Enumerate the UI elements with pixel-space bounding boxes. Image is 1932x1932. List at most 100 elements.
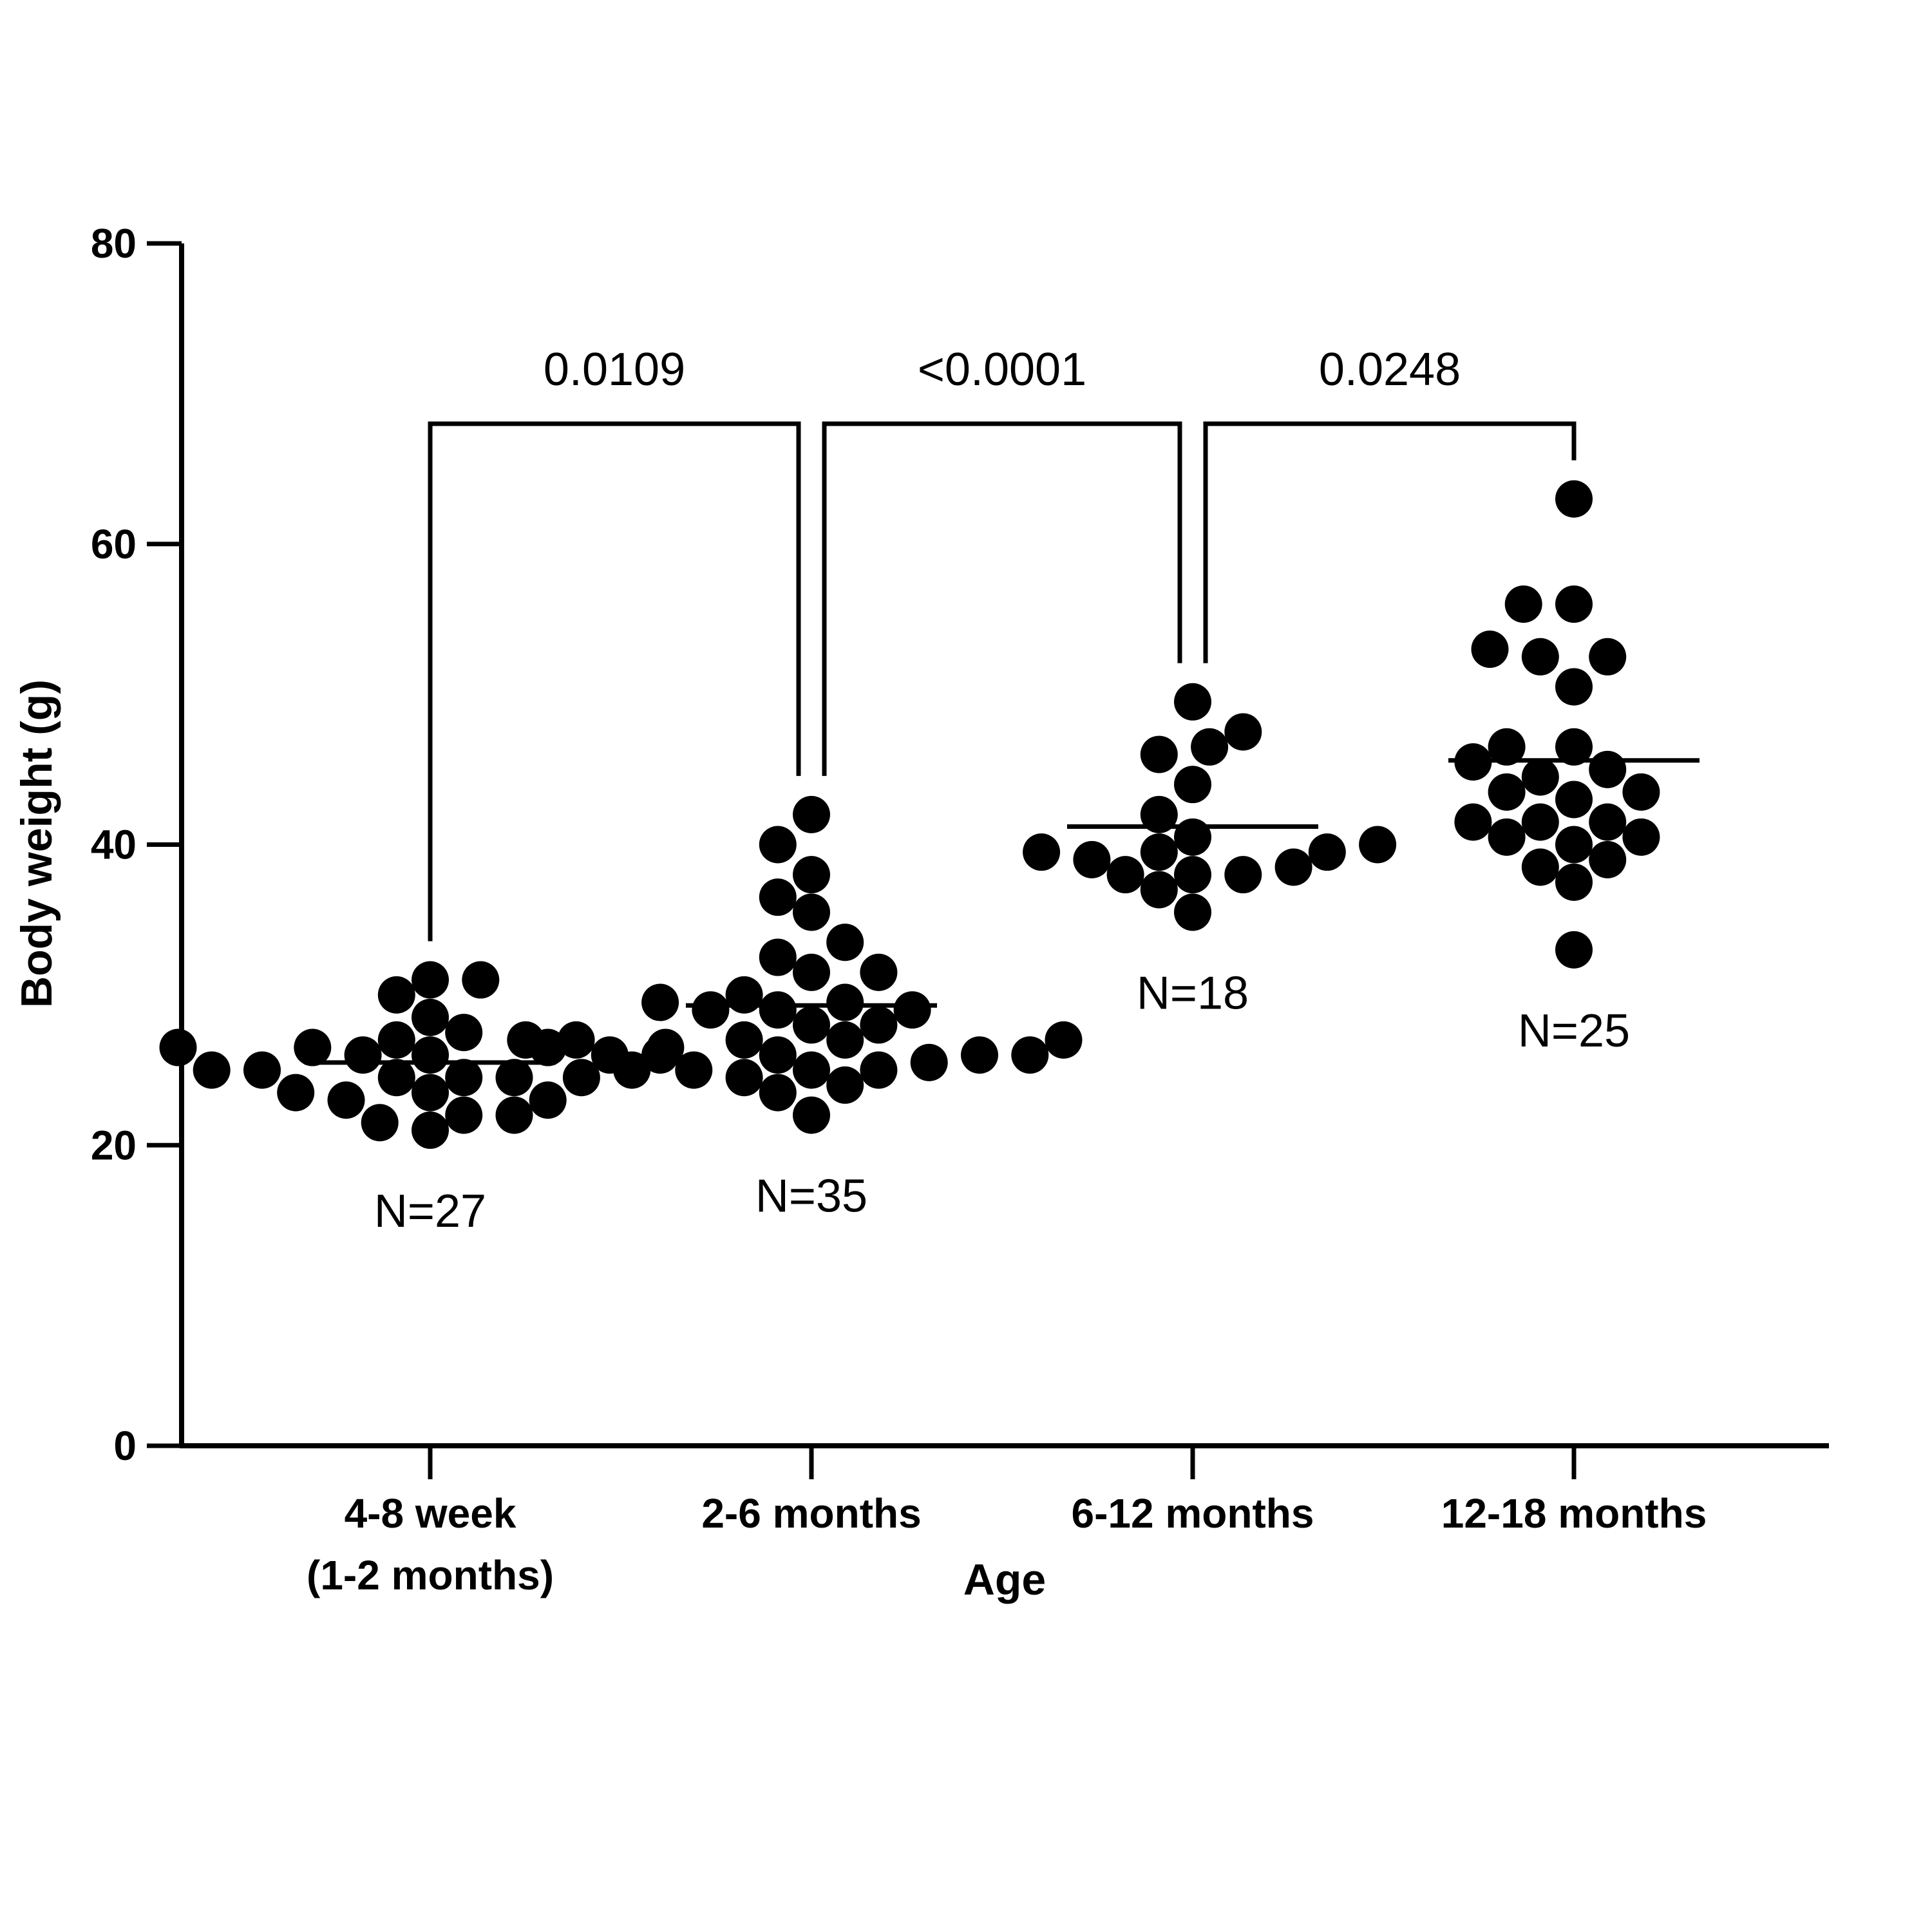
data-point	[759, 1074, 797, 1112]
data-point	[1589, 840, 1627, 878]
data-point	[1140, 871, 1178, 909]
data-point	[860, 1006, 898, 1044]
data-point	[1174, 683, 1211, 721]
data-point	[361, 1104, 399, 1142]
data-point	[759, 938, 797, 976]
data-point	[562, 1059, 600, 1097]
data-point	[462, 961, 500, 999]
data-point	[1555, 585, 1593, 623]
significance-brackets	[428, 421, 1577, 942]
data-point	[793, 893, 830, 931]
x-tick-label: 4-8 week	[345, 1490, 516, 1537]
data-point	[377, 1059, 415, 1097]
data-point	[412, 961, 449, 999]
data-point	[1174, 893, 1211, 931]
data-point	[529, 1081, 567, 1119]
data-point	[1555, 863, 1593, 901]
n-label: N=18	[1137, 968, 1249, 1019]
data-point	[1521, 758, 1559, 796]
p-value-label: <0.0001	[918, 344, 1086, 395]
p-value-label: 0.0109	[544, 344, 685, 395]
data-point	[412, 1111, 449, 1149]
x-axis-title: Age	[963, 1555, 1046, 1604]
y-tick-label: 20	[91, 1122, 137, 1168]
data-point	[1589, 638, 1627, 676]
significance-bracket	[1203, 421, 1577, 663]
data-point	[826, 923, 864, 961]
data-point	[1073, 840, 1111, 878]
data-point	[445, 1059, 483, 1097]
data-point	[860, 1051, 898, 1089]
data-point	[1589, 750, 1627, 788]
y-tick-label: 0	[113, 1423, 137, 1469]
data-point	[1274, 848, 1312, 886]
data-point	[1045, 1021, 1083, 1059]
data-point	[495, 1059, 533, 1097]
data-point	[641, 1036, 679, 1074]
data-point	[793, 953, 830, 991]
y-tick-label: 80	[91, 220, 137, 267]
data-point	[159, 1028, 197, 1066]
data-point	[793, 1051, 830, 1089]
data-point	[793, 795, 830, 833]
data-point	[1488, 818, 1526, 856]
data-point	[1454, 803, 1492, 841]
data-point	[759, 991, 797, 1029]
data-point	[759, 1036, 797, 1074]
data-point	[641, 983, 679, 1021]
data-point	[1589, 803, 1627, 841]
data-point	[1555, 668, 1593, 706]
y-tick-label: 60	[91, 521, 137, 567]
data-point	[1504, 585, 1542, 623]
data-point	[1140, 795, 1178, 833]
data-point	[1555, 728, 1593, 766]
data-point	[412, 1074, 449, 1112]
data-point	[1555, 781, 1593, 819]
data-point	[1224, 856, 1262, 894]
data-point	[725, 1021, 763, 1059]
data-point	[591, 1036, 629, 1074]
x-tick-label: 2-6 months	[701, 1490, 921, 1537]
x-tick-label: 6-12 months	[1072, 1490, 1314, 1537]
data-point	[910, 1043, 948, 1081]
data-point	[193, 1051, 231, 1089]
data-point	[692, 991, 730, 1029]
data-point	[893, 991, 931, 1029]
data-point	[1521, 803, 1559, 841]
data-point	[412, 998, 449, 1036]
n-label: N=35	[755, 1171, 867, 1222]
data-point	[961, 1036, 998, 1074]
data-point	[1174, 856, 1211, 894]
data-point	[557, 1021, 595, 1059]
data-point	[412, 1036, 449, 1074]
data-point	[1555, 826, 1593, 864]
data-point	[793, 856, 830, 894]
data-point	[793, 1096, 830, 1134]
data-point	[1191, 728, 1229, 766]
data-point	[445, 1096, 483, 1134]
data-point	[1555, 480, 1593, 518]
data-point	[327, 1081, 365, 1119]
data-point	[1106, 856, 1144, 894]
data-point	[1308, 833, 1346, 871]
data-point	[1359, 826, 1397, 864]
data-point	[1471, 630, 1509, 668]
data-point	[377, 1021, 415, 1059]
data-point	[725, 976, 763, 1014]
data-point	[1521, 638, 1559, 676]
data-point	[1622, 773, 1660, 811]
data-point	[1224, 713, 1262, 751]
y-tick-label: 40	[91, 822, 137, 868]
data-point	[344, 1036, 382, 1074]
data-point	[1011, 1036, 1049, 1074]
n-label: N=25	[1518, 1005, 1630, 1057]
axes	[147, 241, 1829, 1479]
significance-bracket	[822, 421, 1182, 776]
data-point	[277, 1074, 315, 1112]
mean-lines	[305, 758, 1700, 1065]
data-point	[1140, 833, 1178, 871]
data-point	[1174, 766, 1211, 804]
data-point	[1140, 735, 1178, 773]
data-point	[1488, 728, 1526, 766]
